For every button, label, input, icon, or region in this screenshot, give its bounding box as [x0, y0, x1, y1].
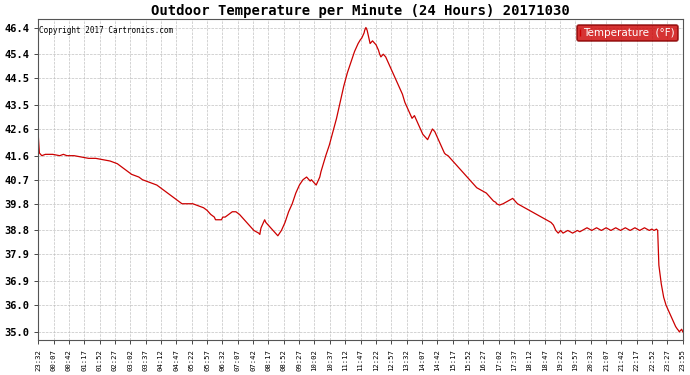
Text: Copyright 2017 Cartronics.com: Copyright 2017 Cartronics.com [39, 26, 173, 35]
Title: Outdoor Temperature per Minute (24 Hours) 20171030: Outdoor Temperature per Minute (24 Hours… [151, 4, 570, 18]
Legend: Temperature  (°F): Temperature (°F) [577, 25, 678, 41]
